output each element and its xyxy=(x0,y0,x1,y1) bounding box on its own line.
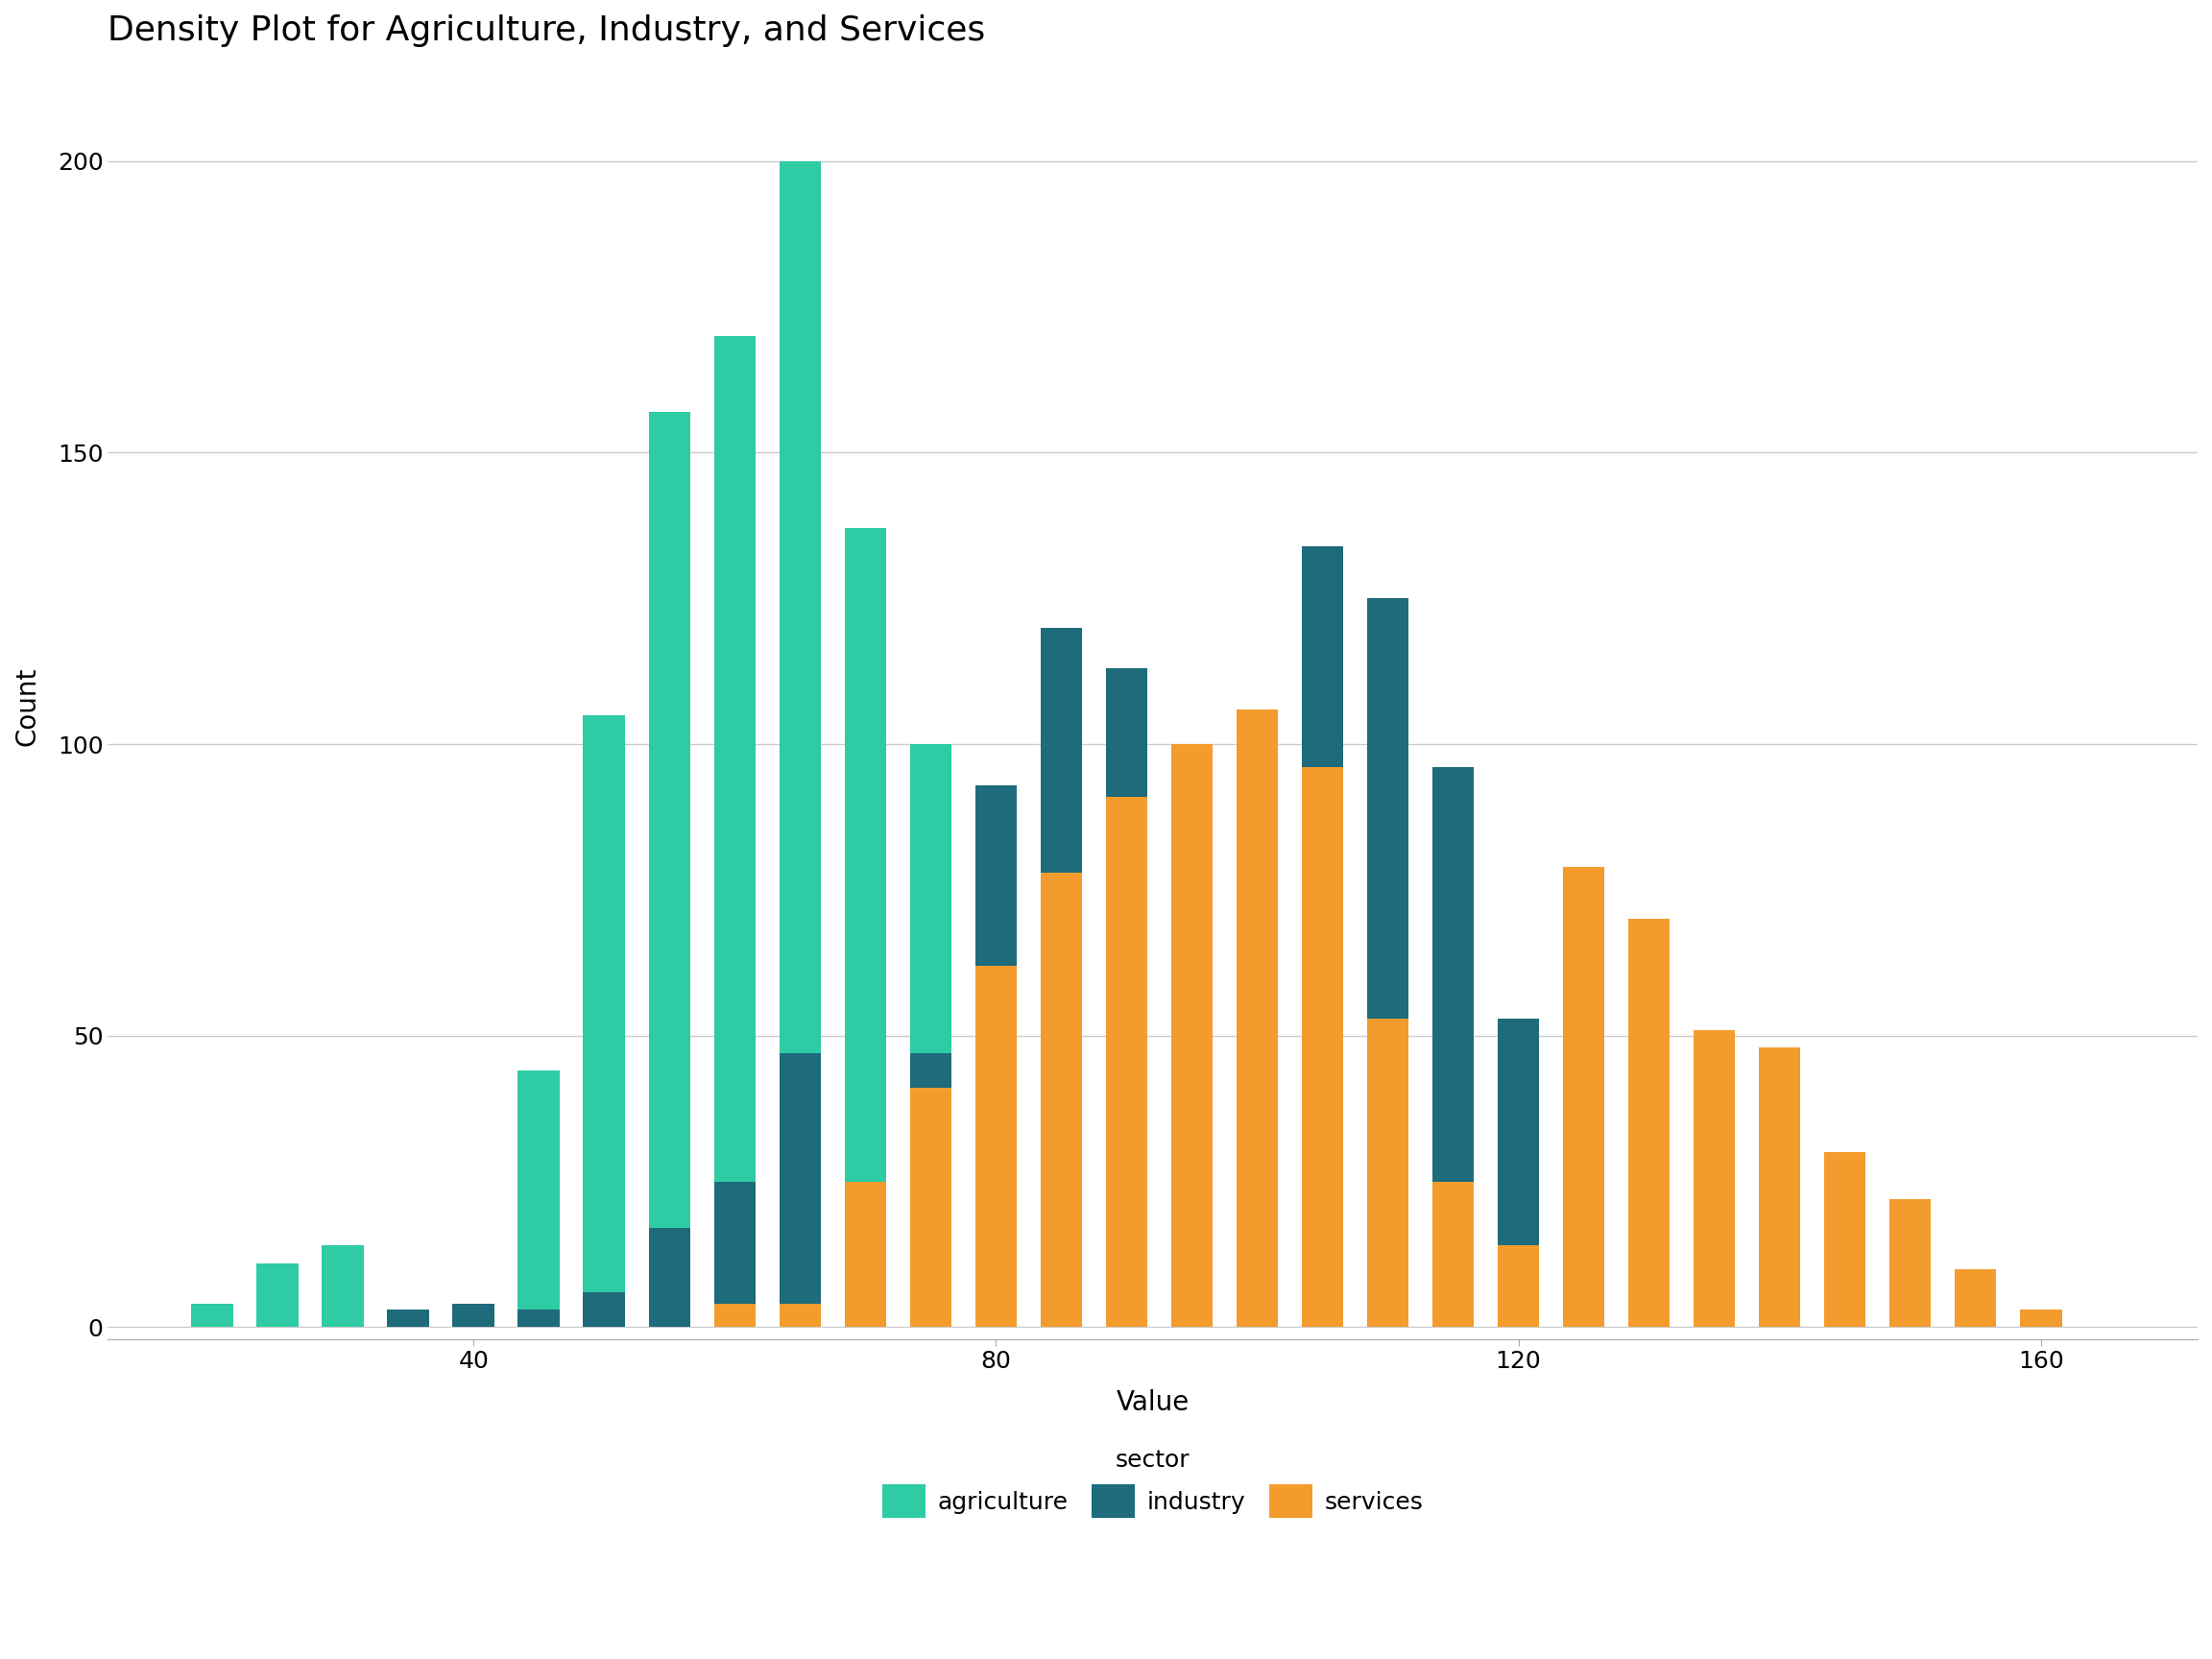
Bar xyxy=(518,1309,560,1327)
Bar xyxy=(779,161,821,1327)
Bar xyxy=(1367,1019,1409,1327)
Bar xyxy=(1498,1019,1540,1327)
Bar xyxy=(1759,1047,1801,1327)
Bar xyxy=(1825,1153,1867,1327)
Bar xyxy=(648,411,690,1327)
Bar xyxy=(1759,1281,1801,1327)
Bar xyxy=(1628,1181,1670,1327)
Text: Density Plot for Agriculture, Industry, and Services: Density Plot for Agriculture, Industry, … xyxy=(108,15,987,46)
Bar xyxy=(714,1304,757,1327)
Bar xyxy=(714,337,757,1327)
Bar xyxy=(1628,919,1670,1327)
Bar xyxy=(845,1274,887,1327)
Bar xyxy=(453,1304,495,1327)
Bar xyxy=(1564,1058,1604,1327)
Bar xyxy=(387,1309,429,1327)
Bar xyxy=(1564,866,1604,1327)
Bar xyxy=(192,1304,232,1327)
Bar xyxy=(453,1316,495,1327)
Bar xyxy=(648,1228,690,1327)
Legend: agriculture, industry, services: agriculture, industry, services xyxy=(872,1440,1433,1528)
Bar xyxy=(975,785,1018,1327)
Bar xyxy=(387,1316,429,1327)
Bar xyxy=(1367,599,1409,1327)
Bar xyxy=(1040,627,1082,1327)
Bar xyxy=(1431,1181,1473,1327)
Bar xyxy=(909,1053,951,1327)
Bar xyxy=(1237,708,1279,1327)
Bar xyxy=(1106,796,1148,1327)
Bar xyxy=(1301,768,1343,1327)
Bar xyxy=(845,529,887,1327)
Bar xyxy=(845,1181,887,1327)
Bar xyxy=(1040,1251,1082,1327)
Bar xyxy=(1170,745,1212,1327)
Bar xyxy=(909,1088,951,1327)
Bar xyxy=(1170,1258,1212,1327)
Bar xyxy=(1431,768,1473,1327)
Bar xyxy=(2020,1309,2062,1327)
Bar xyxy=(1237,1065,1279,1327)
Bar xyxy=(1106,1309,1148,1327)
Bar xyxy=(1106,669,1148,1327)
Bar xyxy=(1498,1246,1540,1327)
Bar xyxy=(584,1292,626,1327)
Bar xyxy=(584,715,626,1327)
Bar xyxy=(1040,873,1082,1327)
Bar xyxy=(779,1304,821,1327)
Bar xyxy=(975,1070,1018,1327)
Bar xyxy=(323,1246,363,1327)
Bar xyxy=(909,745,951,1327)
Bar xyxy=(975,966,1018,1327)
X-axis label: Value: Value xyxy=(1117,1389,1190,1417)
Bar xyxy=(257,1262,299,1327)
Bar xyxy=(714,1181,757,1327)
Bar xyxy=(518,1070,560,1327)
Bar xyxy=(1694,1251,1734,1327)
Bar xyxy=(1889,1199,1931,1327)
Y-axis label: Count: Count xyxy=(15,667,42,747)
Bar xyxy=(1955,1269,1997,1327)
Bar xyxy=(779,1053,821,1327)
Bar xyxy=(1694,1030,1734,1327)
Bar xyxy=(1301,546,1343,1327)
